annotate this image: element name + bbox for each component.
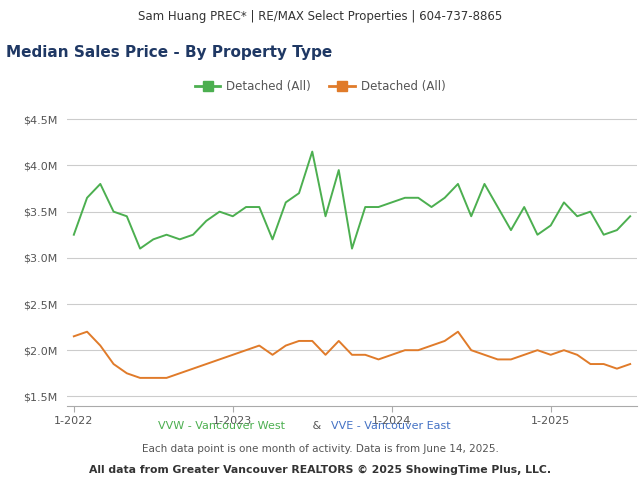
Text: VVE - Vancouver East: VVE - Vancouver East [332,421,451,432]
Text: Median Sales Price - By Property Type: Median Sales Price - By Property Type [6,45,333,60]
Text: &: & [308,421,324,432]
Legend: Detached (All), Detached (All): Detached (All), Detached (All) [190,75,450,97]
Text: VVW - Vancouver West: VVW - Vancouver West [157,421,285,432]
Text: Sam Huang PREC* | RE/MAX Select Properties | 604-737-8865: Sam Huang PREC* | RE/MAX Select Properti… [138,10,502,24]
Text: Each data point is one month of activity. Data is from June 14, 2025.: Each data point is one month of activity… [141,444,499,454]
Text: All data from Greater Vancouver REALTORS © 2025 ShowingTime Plus, LLC.: All data from Greater Vancouver REALTORS… [89,465,551,475]
